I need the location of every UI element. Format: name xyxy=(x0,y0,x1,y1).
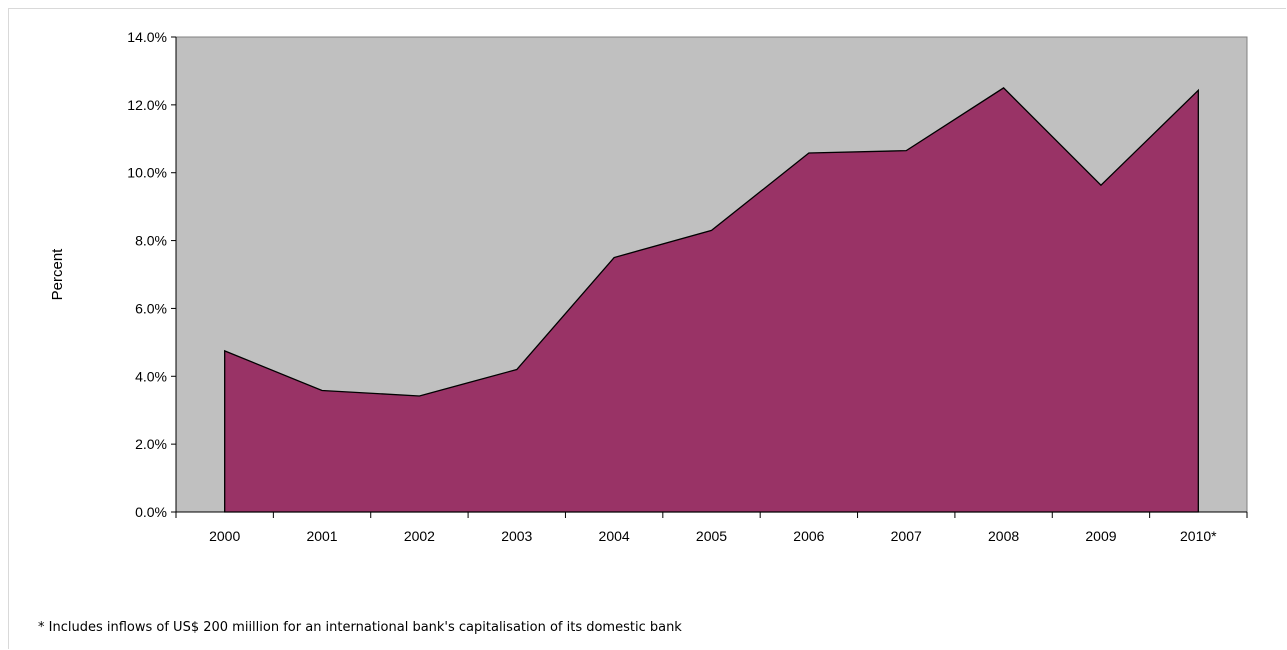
x-tick-label: 2007 xyxy=(891,528,922,544)
y-tick-label: 12.0% xyxy=(127,97,167,113)
chart-frame xyxy=(8,8,1286,649)
x-tick-label: 2008 xyxy=(988,528,1019,544)
y-tick-label: 10.0% xyxy=(127,165,167,181)
x-tick-label: 2002 xyxy=(404,528,435,544)
y-tick-label: 0.0% xyxy=(135,504,167,520)
x-tick-label: 2010* xyxy=(1180,528,1217,544)
x-tick-label: 2006 xyxy=(793,528,824,544)
y-tick-label: 14.0% xyxy=(127,29,167,45)
y-axis-title: Percent xyxy=(49,248,66,301)
footnote: * Includes inflows of US$ 200 miillion f… xyxy=(38,620,682,635)
x-tick-label: 2005 xyxy=(696,528,727,544)
x-tick-label: 2003 xyxy=(501,528,532,544)
x-tick-label: 2009 xyxy=(1085,528,1116,544)
x-tick-label: 2001 xyxy=(306,528,337,544)
y-tick-label: 4.0% xyxy=(135,368,167,384)
x-tick-label: 2004 xyxy=(599,528,630,544)
x-tick-label: 2000 xyxy=(209,528,240,544)
area-series xyxy=(224,87,1199,513)
y-tick-label: 2.0% xyxy=(135,436,167,452)
y-tick-label: 6.0% xyxy=(135,300,167,316)
y-tick-label: 8.0% xyxy=(135,233,167,249)
